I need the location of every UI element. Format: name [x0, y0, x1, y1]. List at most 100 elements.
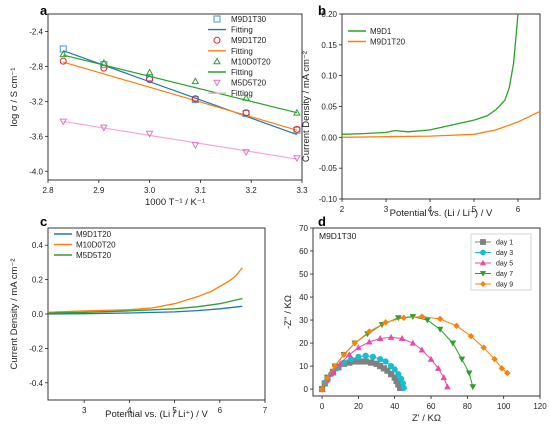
legend-label: Fitting [231, 26, 253, 35]
x-axis-label: 1000 T⁻¹ / K⁻¹ [145, 197, 205, 208]
legend-label: M9D1T20 [76, 230, 112, 239]
data-point-day-1 [362, 358, 369, 365]
data-point-day-5 [434, 364, 442, 371]
x-axis-label: Potential vs. (Li / Li⁺) / V [390, 208, 493, 219]
legend-marker [480, 239, 486, 245]
y-tick-label: 30 [299, 316, 308, 325]
panel-d-letter: d [318, 214, 326, 229]
panel-b-letter: b [318, 3, 326, 18]
data-point-day-5 [376, 335, 384, 342]
y-tick-label: -4.0 [29, 167, 43, 176]
fit-line-m9d1t20 [63, 61, 298, 131]
series-line-day-9 [321, 316, 508, 390]
y-tick-label: 20 [299, 339, 308, 348]
panel-d-title: M9D1T30 [319, 231, 357, 241]
legend-label: M10D0T20 [76, 241, 116, 250]
data-point-day-7 [465, 370, 473, 377]
y-tick-label: 0.10 [321, 72, 337, 81]
x-tick-label: 2 [340, 205, 345, 214]
data-point-m9d1t20 [242, 109, 250, 117]
data-point-m10d0t20 [59, 50, 68, 58]
x-tick-label: 60 [427, 402, 436, 411]
data-point-day-5 [398, 335, 406, 342]
y-tick-label: 0.0 [32, 310, 44, 319]
data-point-m5d5t20 [191, 142, 200, 150]
data-point-day-7 [469, 384, 477, 391]
fit-line-m10d0t20 [63, 54, 298, 114]
y-tick-label: -3.6 [29, 132, 43, 141]
data-point-day-3 [377, 356, 384, 363]
y-tick-label: -0.4 [29, 379, 43, 388]
data-point-m10d0t20 [191, 77, 200, 85]
data-point-day-7 [436, 326, 444, 333]
data-point-day-5 [427, 355, 435, 362]
data-point-m5d5t20 [293, 155, 301, 163]
legend-label: M5D5T20 [76, 251, 112, 260]
x-tick-label: 5 [472, 205, 477, 214]
x-tick-label: 2.8 [42, 186, 54, 195]
data-point-day-1 [368, 359, 375, 366]
data-point-day-5 [409, 339, 417, 346]
series-line-m10d0t20 [48, 267, 243, 313]
legend-label: day 1 [496, 240, 513, 247]
x-tick-label: 40 [390, 402, 399, 411]
data-point-day-3 [391, 366, 398, 373]
x-tick-label: 120 [533, 402, 547, 411]
data-point-day-9 [467, 332, 475, 340]
y-tick-label: -3.2 [29, 97, 43, 106]
data-point-day-9 [400, 314, 408, 321]
legend-marker [479, 280, 487, 288]
data-point-day-9 [504, 369, 511, 377]
x-tick-label: 6 [516, 205, 521, 214]
data-point-day-9 [351, 339, 358, 347]
data-point-day-5 [418, 346, 426, 353]
data-point-day-9 [418, 313, 426, 320]
data-point-day-5 [329, 369, 337, 376]
data-point-day-3 [362, 352, 369, 359]
panel-a-letter: a [40, 3, 48, 18]
data-point-day-5 [444, 383, 451, 390]
legend-marker [479, 259, 487, 266]
series-line-m9d1t20 [48, 305, 243, 315]
data-point-day-1 [387, 371, 395, 378]
legend-marker [480, 249, 486, 256]
y-tick-label: -0.2 [29, 344, 43, 353]
x-tick-label: 20 [354, 402, 363, 411]
x-tick-label: 80 [463, 402, 472, 411]
legend-label: M9D1T20 [370, 38, 406, 47]
panel-c-letter: c [40, 214, 47, 229]
data-point-day-7 [458, 356, 466, 363]
data-point-m10d0t20 [242, 93, 250, 101]
x-tick-label: 3 [82, 406, 87, 415]
legend-label: day 3 [496, 250, 513, 257]
y-axis-label: -Z'' / KΩ [283, 295, 294, 329]
data-point-day-9 [498, 365, 506, 372]
y-tick-label: 10 [299, 362, 308, 371]
y-axis-label: log σ / S cm⁻¹ [9, 68, 20, 127]
data-point-day-9 [340, 351, 348, 358]
legend-marker [213, 57, 221, 65]
data-point-m9d1t20 [293, 125, 301, 133]
legend-marker [213, 79, 221, 87]
fit-line-m5d5t20 [63, 120, 298, 160]
y-tick-label: 0.15 [321, 41, 337, 50]
x-tick-label: 6 [218, 406, 223, 415]
y-tick-label: 0.2 [32, 276, 44, 285]
y-tick-label: 60 [299, 247, 308, 256]
x-tick-label: 3.0 [144, 186, 156, 195]
legend-label: M10D0T20 [231, 57, 271, 66]
data-point-day-5 [440, 374, 448, 381]
data-point-day-9 [331, 362, 339, 370]
data-point-day-3 [395, 371, 402, 378]
x-tick-label: 5 [172, 406, 177, 415]
y-tick-label: 0.4 [32, 241, 44, 250]
x-tick-label: 2.9 [93, 186, 105, 195]
data-point-day-1 [384, 367, 391, 374]
legend-label: M9D1T20 [231, 36, 267, 45]
data-point-day-5 [336, 360, 344, 367]
panel-a-frame [47, 13, 303, 181]
legend-label: day 9 [496, 282, 513, 289]
data-point-m5d5t20 [145, 130, 154, 138]
data-point-day-9 [318, 385, 326, 393]
data-point-day-5 [355, 344, 362, 351]
